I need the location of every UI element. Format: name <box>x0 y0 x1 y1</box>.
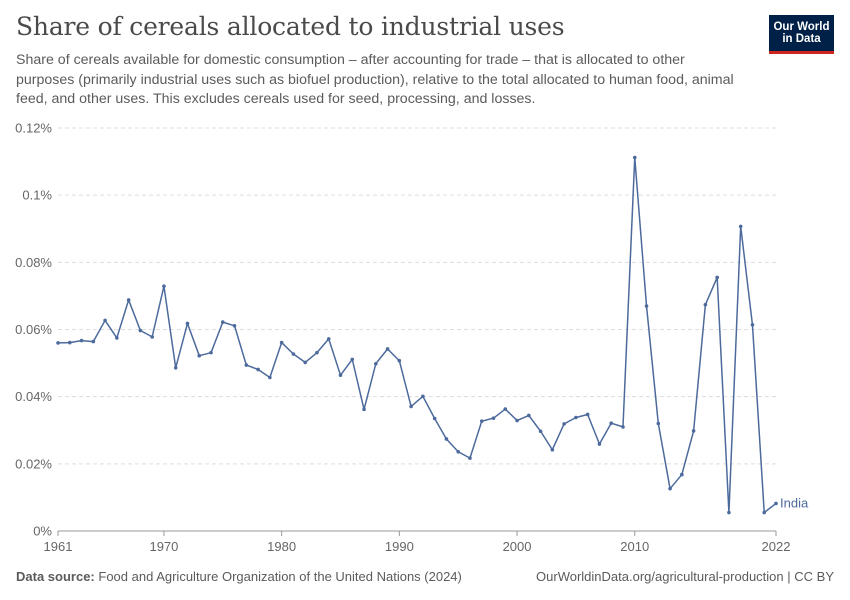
data-point <box>656 421 661 426</box>
data-point <box>397 358 402 363</box>
y-tick-label: 0.06% <box>15 322 52 337</box>
data-point <box>597 442 602 446</box>
data-point <box>703 302 708 307</box>
data-point <box>409 404 413 409</box>
data-point <box>279 340 284 345</box>
data-point <box>338 373 343 377</box>
data-point <box>632 155 637 160</box>
data-point <box>303 360 307 365</box>
x-tick-label: 2010 <box>620 539 649 554</box>
data-point <box>750 322 755 327</box>
footer-separator: | <box>787 569 795 584</box>
x-tick-label: 2000 <box>503 539 532 554</box>
data-point <box>350 357 355 362</box>
data-point <box>432 416 437 421</box>
data-point <box>103 318 107 323</box>
data-point <box>268 375 272 380</box>
data-point <box>668 486 672 491</box>
data-point <box>91 339 96 344</box>
x-tick-label: 1980 <box>267 539 296 554</box>
source-label: Data source: <box>16 569 95 584</box>
footer: Data source: Food and Agriculture Organi… <box>16 569 834 584</box>
owid-logo[interactable]: Our World in Data <box>769 15 834 54</box>
data-point <box>609 421 614 425</box>
data-point <box>715 275 719 280</box>
y-axis: 0% 0.02% 0.04% 0.06% 0.08% 0.1% 0.12% <box>15 121 52 539</box>
data-point <box>173 365 178 370</box>
data-point <box>527 413 531 418</box>
data-point <box>762 510 767 515</box>
data-point <box>126 298 131 302</box>
data-point <box>515 418 519 423</box>
data-point <box>220 320 225 324</box>
y-tick-label: 0% <box>33 524 52 539</box>
data-point <box>491 416 496 420</box>
data-point <box>385 347 390 351</box>
data-point <box>468 456 472 460</box>
data-point <box>150 335 154 339</box>
data-point <box>362 407 366 412</box>
x-axis: 1961 1970 1980 1990 2000 2010 2022 <box>44 530 791 554</box>
data-point <box>691 429 696 433</box>
source-text: Food and Agriculture Organization of the… <box>98 569 462 584</box>
data-point <box>185 321 190 326</box>
data-point <box>644 304 649 308</box>
data-point <box>621 425 625 429</box>
license-link[interactable]: CC BY <box>794 569 834 584</box>
series-label: India <box>780 495 809 510</box>
source-url-link[interactable]: OurWorldinData.org/agricultural-producti… <box>536 569 784 584</box>
data-point <box>550 447 555 452</box>
x-tick-label: 2022 <box>762 539 791 554</box>
data-point <box>738 224 743 229</box>
y-tick-label: 0.1% <box>22 188 52 203</box>
data-point <box>374 361 378 366</box>
y-tick-label: 0.04% <box>15 389 52 404</box>
data-point <box>774 501 778 506</box>
chart-title: Share of cereals allocated to industrial… <box>16 12 565 41</box>
data-point <box>197 353 202 358</box>
y-tick-label: 0.12% <box>15 121 52 136</box>
x-tick-label: 1990 <box>385 539 414 554</box>
y-tick-label: 0.02% <box>15 456 52 471</box>
chart-subtitle: Share of cereals available for domestic … <box>16 52 734 107</box>
x-tick-label: 1961 <box>44 539 73 554</box>
data-point <box>444 437 449 441</box>
y-tick-label: 0.08% <box>15 255 52 270</box>
data-point <box>315 350 319 355</box>
series-line-india <box>57 156 777 514</box>
data-point <box>680 472 684 477</box>
data-point <box>209 350 213 355</box>
logo-line-2: in Data <box>782 33 821 45</box>
data-point <box>232 324 237 328</box>
x-tick-label: 1970 <box>149 539 178 554</box>
data-point <box>562 422 566 426</box>
data-point <box>421 394 425 399</box>
data-point <box>727 510 731 515</box>
data-point <box>256 367 260 372</box>
data-point <box>67 340 72 345</box>
data-point <box>503 407 508 411</box>
data-point <box>538 429 543 434</box>
data-point <box>244 363 249 367</box>
data-point <box>326 337 331 341</box>
data-point <box>585 412 590 417</box>
data-point <box>115 336 119 340</box>
data-point <box>574 415 578 420</box>
data-point <box>56 341 60 345</box>
data-point <box>162 284 166 288</box>
data-point <box>479 419 484 423</box>
footer-right: OurWorldinData.org/agricultural-producti… <box>536 569 834 584</box>
series-group: India <box>56 155 809 515</box>
data-point <box>79 338 84 343</box>
logo-line-1: Our World <box>773 21 830 33</box>
data-point <box>291 352 296 356</box>
data-point <box>456 449 460 454</box>
data-point <box>138 328 143 333</box>
